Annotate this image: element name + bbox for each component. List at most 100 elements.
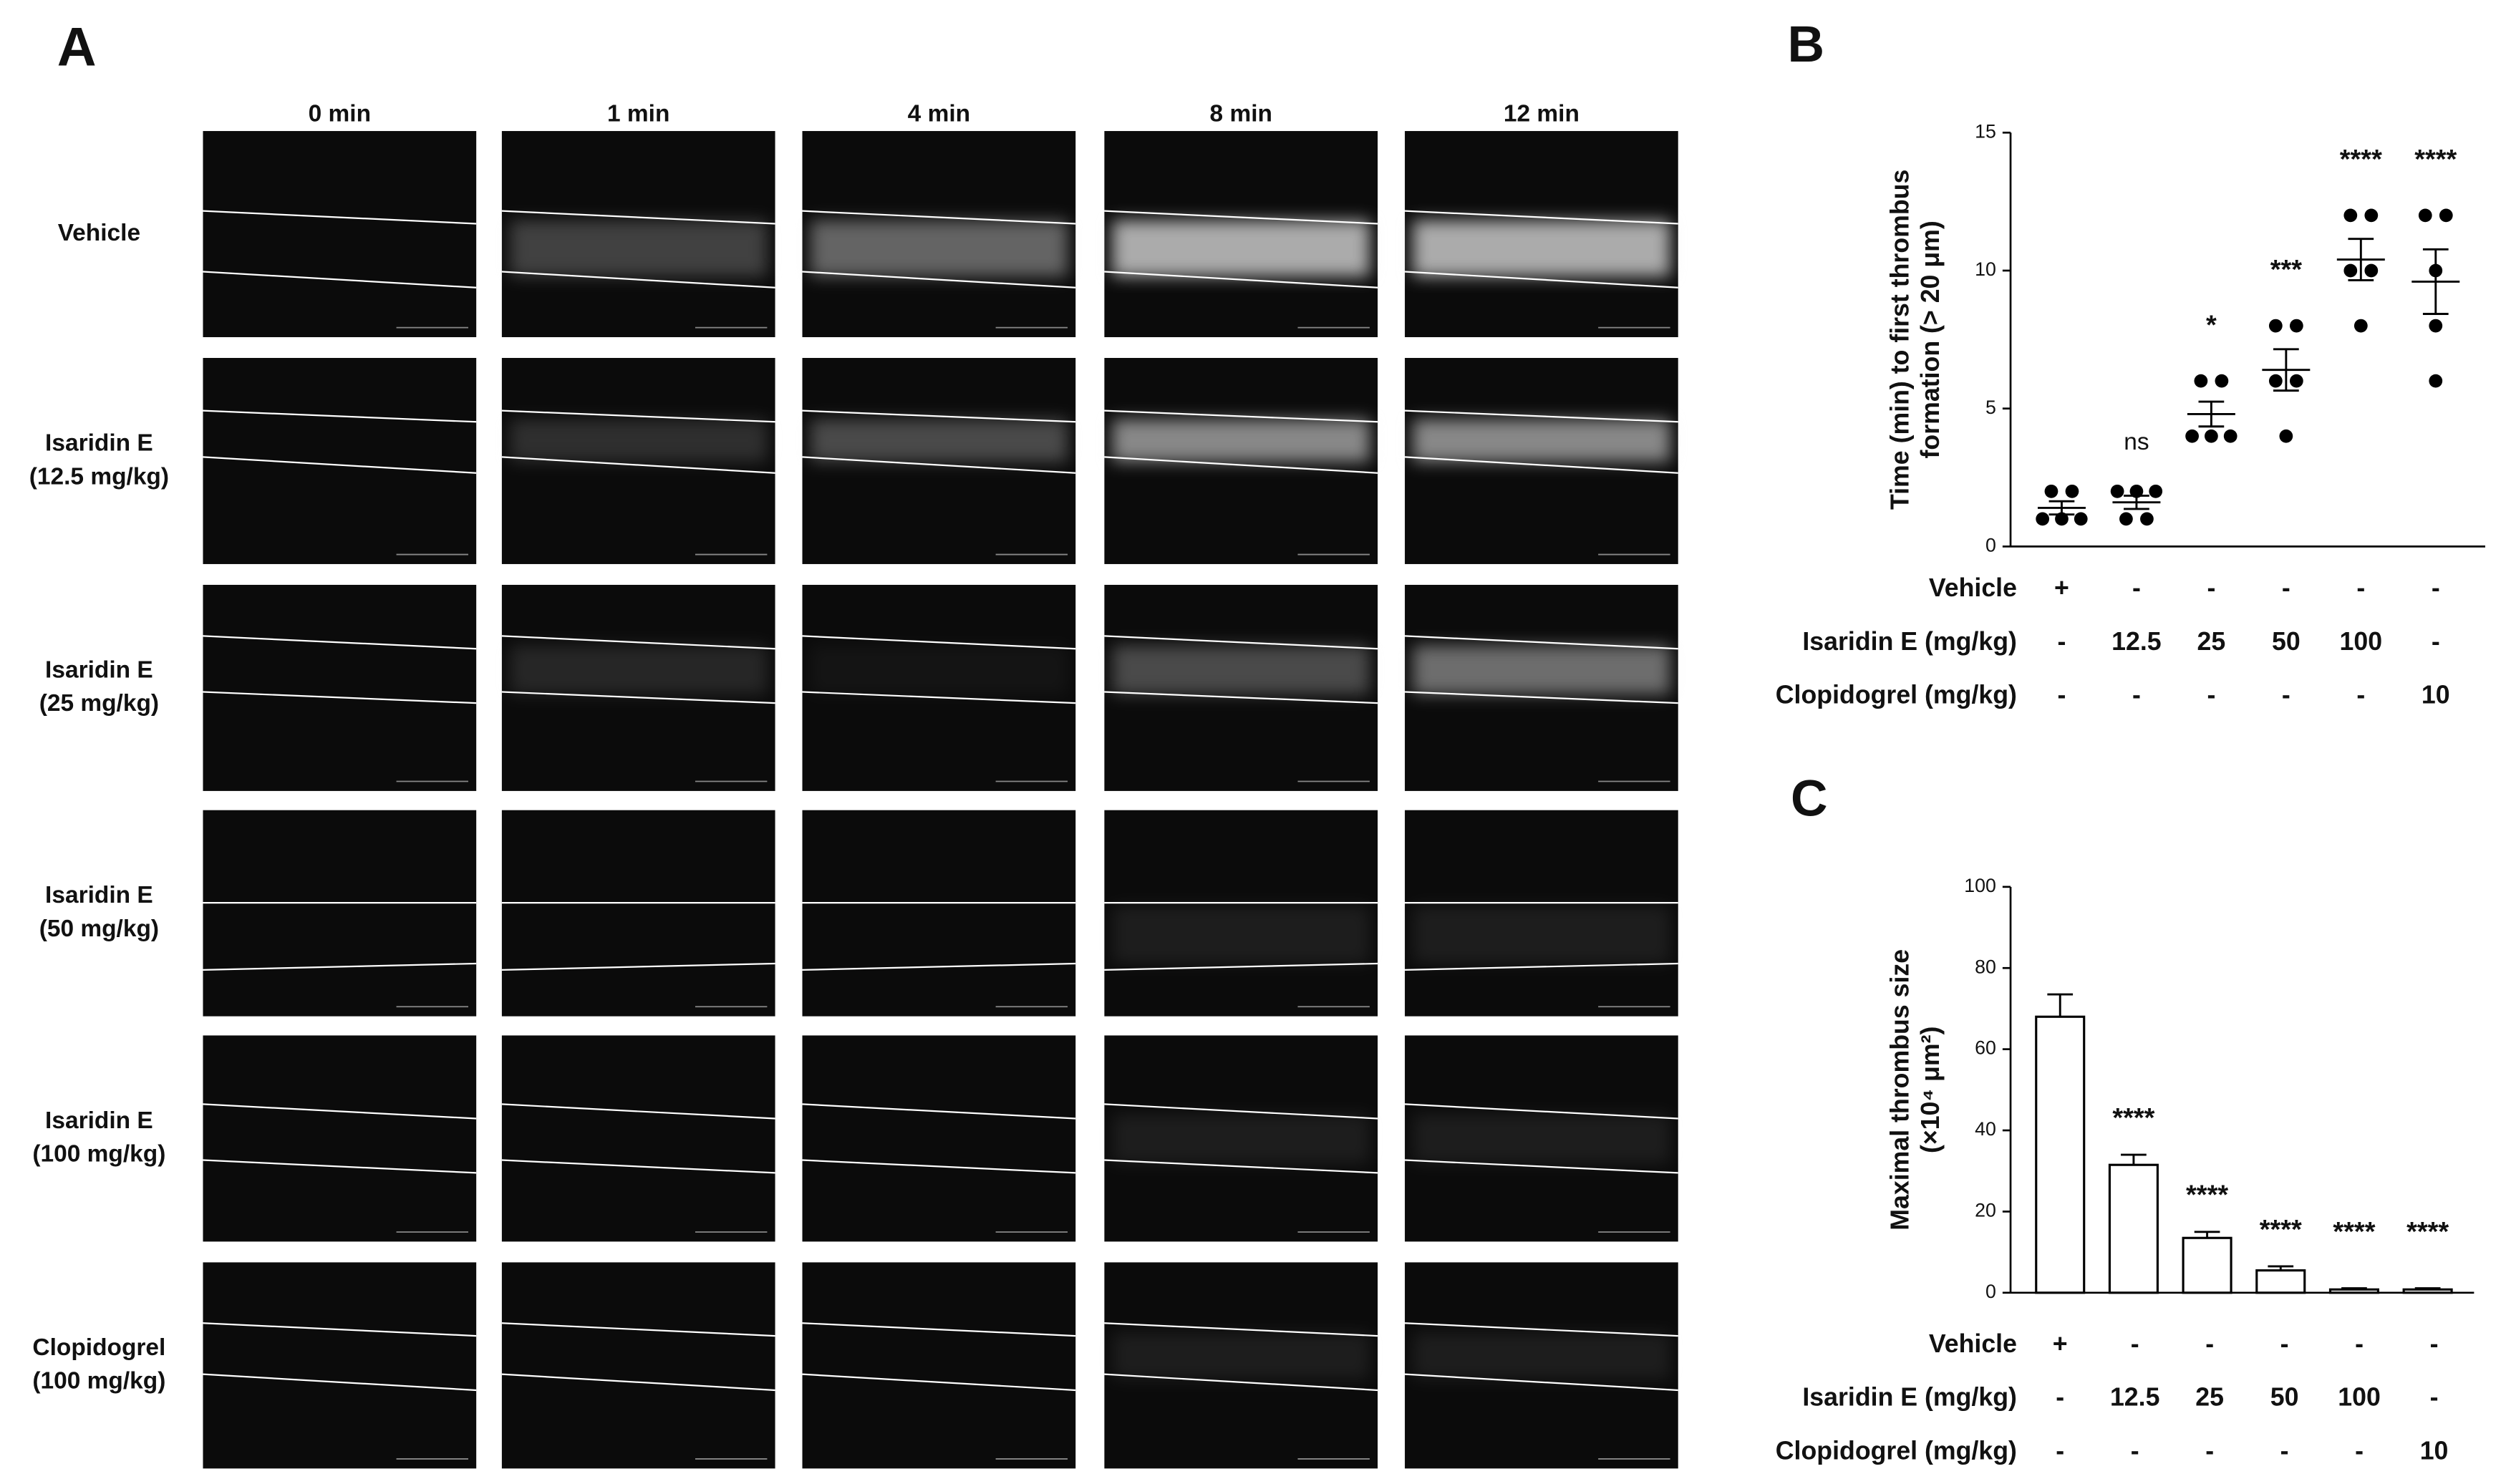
image-frame <box>501 1262 775 1469</box>
data-point <box>2429 319 2443 333</box>
y-axis-label: formation (> 20 μm) <box>1916 220 1945 458</box>
image-frame <box>802 1035 1076 1242</box>
significance: **** <box>2340 145 2382 175</box>
thrombus-glow <box>810 220 1068 277</box>
treatment-value: - <box>2058 627 2066 656</box>
y-tick-label: 100 <box>1964 875 1996 896</box>
treatment-value: - <box>2430 1383 2439 1412</box>
treatment-label: Clopidogrel (mg/kg) <box>1776 681 2017 709</box>
treatment-value: - <box>2282 681 2290 709</box>
data-point <box>2110 484 2124 498</box>
data-point <box>2353 319 2368 333</box>
vessel-edge <box>802 635 1076 650</box>
vessel-edge <box>1405 962 1678 971</box>
vessel-edge <box>802 456 1076 474</box>
thrombus-glow <box>510 419 768 462</box>
treatment-value: - <box>2058 681 2066 709</box>
vessel-edge <box>203 210 477 225</box>
image-frame <box>203 1262 477 1469</box>
micrograph <box>1104 1035 1378 1242</box>
vessel-edge <box>802 1159 1076 1174</box>
thrombus-glow <box>1112 1114 1370 1164</box>
vessel-edge <box>501 691 775 704</box>
treatment-value: - <box>2207 573 2215 602</box>
significance: **** <box>2414 145 2457 175</box>
treatment-value: - <box>2282 573 2290 602</box>
vessel-edge <box>501 962 775 971</box>
treatment-label: Vehicle <box>1929 1329 2017 1358</box>
vessel-edge <box>802 962 1076 971</box>
vessel-edge <box>501 409 775 423</box>
vessel-edge <box>1104 635 1378 650</box>
vessel-edge <box>1404 456 1678 474</box>
vessel-edge <box>203 1373 477 1392</box>
treatment-value: - <box>2205 1329 2214 1358</box>
treatment-value: - <box>2432 627 2440 656</box>
vessel-edge <box>1104 210 1378 225</box>
vessel-edge <box>1405 210 1678 225</box>
micrograph <box>501 1262 775 1469</box>
image-frame <box>203 131 477 337</box>
thrombus-glow <box>1112 220 1370 277</box>
column-label: 12 min <box>1504 101 1579 127</box>
data-point <box>2343 208 2358 223</box>
vessel-edge <box>1405 635 1678 650</box>
treatment-value: - <box>2056 1436 2064 1465</box>
significance: * <box>2206 310 2217 340</box>
thrombus-glow <box>810 419 1068 462</box>
micrograph <box>203 1035 477 1242</box>
micrograph <box>802 584 1076 791</box>
vessel-edge <box>802 1322 1076 1337</box>
y-axis-label: Maximal thrombus size <box>1886 949 1915 1231</box>
row-label: Clopidogrel <box>32 1334 165 1361</box>
error-bar <box>2048 500 2075 516</box>
data-point <box>2215 374 2229 388</box>
treatment-value: - <box>2280 1436 2289 1465</box>
vessel-edge <box>501 1159 775 1174</box>
row-label: Isaridin E <box>45 430 153 456</box>
y-tick-label: 10 <box>1975 258 1996 280</box>
vessel-edge <box>802 409 1076 423</box>
significance: ns <box>2124 429 2149 455</box>
vessel-edge <box>501 456 775 474</box>
treatment-value: - <box>2132 681 2141 709</box>
image-frame <box>203 358 477 564</box>
thrombus-glow <box>1413 220 1670 277</box>
micrograph <box>1404 131 1678 337</box>
data-point <box>2279 429 2293 443</box>
treatment-value: 100 <box>2338 1383 2381 1412</box>
treatment-value: - <box>2356 573 2365 602</box>
treatment-label: Vehicle <box>1929 573 2017 602</box>
data-point <box>2065 484 2079 498</box>
data-point <box>2036 512 2050 526</box>
micrograph <box>1104 131 1378 337</box>
significance: *** <box>2270 255 2303 285</box>
vessel-edge <box>501 271 775 288</box>
vessel-edge <box>1104 691 1378 704</box>
micrograph <box>802 1262 1076 1469</box>
vessel-edge <box>1104 271 1378 288</box>
data-point <box>2268 374 2283 388</box>
data-point <box>2429 374 2443 388</box>
treatment-value: 50 <box>2272 627 2301 656</box>
column-label: 4 min <box>908 101 970 127</box>
thrombus-glow <box>1413 1332 1670 1379</box>
significance: **** <box>2112 1103 2154 1133</box>
vessel-edge <box>203 635 477 650</box>
significance: **** <box>2406 1217 2449 1247</box>
vessel-edge <box>1405 1322 1678 1337</box>
column-label: 1 min <box>607 101 669 127</box>
data-point <box>2044 484 2058 498</box>
image-frame <box>802 1262 1076 1469</box>
treatment-value: 10 <box>2420 1436 2449 1465</box>
treatment-value: 50 <box>2270 1383 2299 1412</box>
image-frame <box>203 584 477 791</box>
row-label: Isaridin E <box>45 656 153 683</box>
data-point <box>2268 319 2283 333</box>
treatment-value: - <box>2205 1436 2214 1465</box>
micrograph <box>501 131 775 337</box>
thrombus-glow <box>1112 645 1370 694</box>
significance: **** <box>2260 1215 2302 1245</box>
data-point <box>2289 319 2303 333</box>
